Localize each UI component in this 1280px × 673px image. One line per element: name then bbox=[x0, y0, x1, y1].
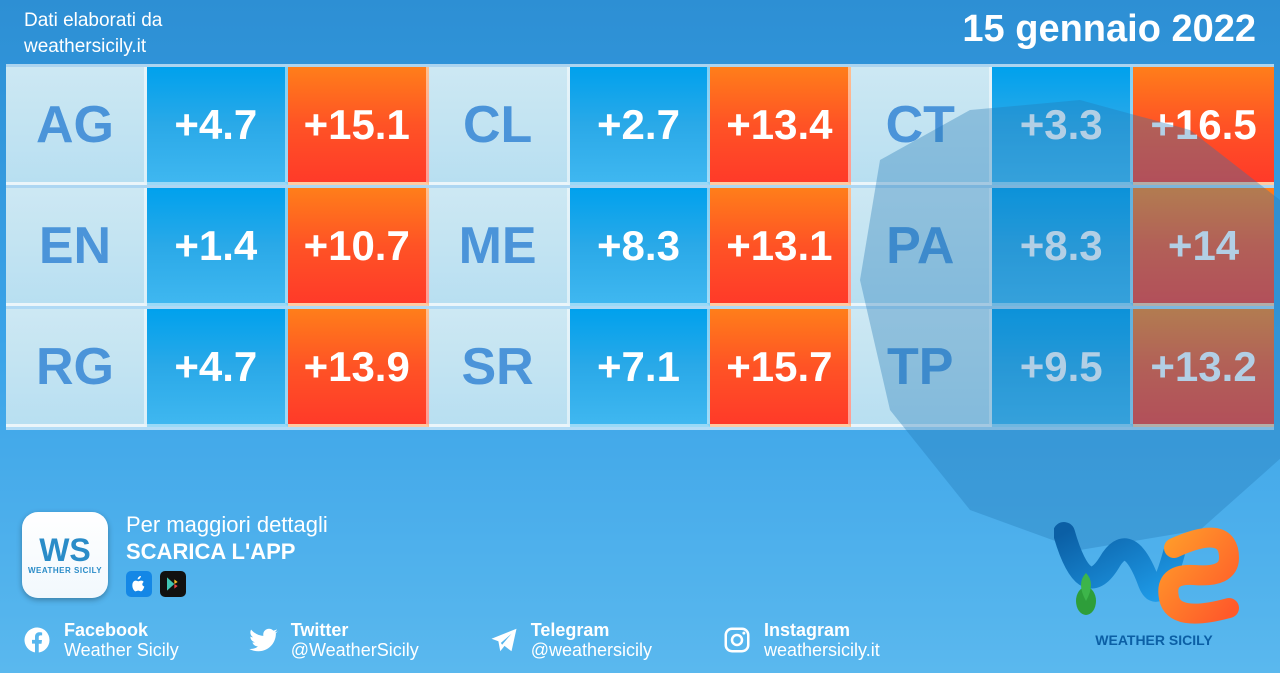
social-text: Twitter @WeatherSicily bbox=[291, 620, 419, 661]
temperature-table: AG +4.7 +15.1 CL +2.7 +13.4 CT +3.3 +16.… bbox=[0, 64, 1280, 430]
source-line-2: weathersicily.it bbox=[24, 34, 162, 60]
social-handle: @WeatherSicily bbox=[291, 640, 419, 661]
header: Dati elaborati da weathersicily.it 15 ge… bbox=[0, 0, 1280, 64]
min-temp: +8.3 bbox=[570, 188, 711, 306]
social-text: Facebook Weather Sicily bbox=[64, 620, 179, 661]
playstore-icon bbox=[160, 571, 186, 597]
social-handle: weathersicily.it bbox=[764, 640, 880, 661]
max-temp: +13.2 bbox=[1133, 309, 1274, 427]
max-temp: +13.9 bbox=[288, 309, 429, 427]
promo-text: Per maggiori dettagli SCARICA L'APP bbox=[126, 512, 328, 597]
province-code: RG bbox=[6, 309, 147, 427]
social-twitter[interactable]: Twitter @WeatherSicily bbox=[249, 620, 419, 661]
max-temp: +10.7 bbox=[288, 188, 429, 306]
min-temp: +3.3 bbox=[992, 67, 1133, 185]
app-promo: WS WEATHER SICILY Per maggiori dettagli … bbox=[22, 512, 1258, 598]
social-name: Telegram bbox=[531, 620, 652, 641]
max-temp: +13.4 bbox=[710, 67, 851, 185]
instagram-icon bbox=[722, 625, 752, 655]
max-temp: +16.5 bbox=[1133, 67, 1274, 185]
table-row: RG +4.7 +13.9 SR +7.1 +15.7 TP +9.5 +13.… bbox=[6, 306, 1274, 430]
promo-line-1: Per maggiori dettagli bbox=[126, 512, 328, 538]
province-code: CT bbox=[851, 67, 992, 185]
province-code: ME bbox=[429, 188, 570, 306]
table-row: AG +4.7 +15.1 CL +2.7 +13.4 CT +3.3 +16.… bbox=[6, 64, 1274, 185]
max-temp: +13.1 bbox=[710, 188, 851, 306]
social-facebook[interactable]: Facebook Weather Sicily bbox=[22, 620, 179, 661]
appstore-icon bbox=[126, 571, 152, 597]
social-telegram[interactable]: Telegram @weathersicily bbox=[489, 620, 652, 661]
table-row: EN +1.4 +10.7 ME +8.3 +13.1 PA +8.3 +14 bbox=[6, 185, 1274, 306]
min-temp: +4.7 bbox=[147, 67, 288, 185]
source-credit: Dati elaborati da weathersicily.it bbox=[24, 8, 162, 59]
min-temp: +9.5 bbox=[992, 309, 1133, 427]
min-temp: +7.1 bbox=[570, 309, 711, 427]
province-code: TP bbox=[851, 309, 992, 427]
province-code: PA bbox=[851, 188, 992, 306]
min-temp: +4.7 bbox=[147, 309, 288, 427]
date-label: 15 gennaio 2022 bbox=[962, 8, 1256, 51]
logo-sub-text: WEATHER SICILY bbox=[28, 566, 102, 575]
social-links: Facebook Weather Sicily Twitter @Weather… bbox=[22, 620, 1258, 661]
facebook-icon bbox=[22, 625, 52, 655]
promo-line-2: SCARICA L'APP bbox=[126, 539, 328, 565]
social-handle: @weathersicily bbox=[531, 640, 652, 661]
min-temp: +2.7 bbox=[570, 67, 711, 185]
province-code: SR bbox=[429, 309, 570, 427]
logo-ws-text: WS bbox=[39, 534, 91, 566]
min-temp: +8.3 bbox=[992, 188, 1133, 306]
province-code: AG bbox=[6, 67, 147, 185]
social-name: Instagram bbox=[764, 620, 880, 641]
store-badges bbox=[126, 571, 328, 597]
source-line-1: Dati elaborati da bbox=[24, 8, 162, 34]
social-name: Twitter bbox=[291, 620, 419, 641]
telegram-icon bbox=[489, 625, 519, 655]
social-name: Facebook bbox=[64, 620, 179, 641]
twitter-icon bbox=[249, 625, 279, 655]
max-temp: +15.1 bbox=[288, 67, 429, 185]
social-text: Instagram weathersicily.it bbox=[764, 620, 880, 661]
max-temp: +14 bbox=[1133, 188, 1274, 306]
social-handle: Weather Sicily bbox=[64, 640, 179, 661]
min-temp: +1.4 bbox=[147, 188, 288, 306]
app-logo: WS WEATHER SICILY bbox=[22, 512, 108, 598]
footer: WS WEATHER SICILY Per maggiori dettagli … bbox=[0, 502, 1280, 673]
province-code: EN bbox=[6, 188, 147, 306]
social-text: Telegram @weathersicily bbox=[531, 620, 652, 661]
max-temp: +15.7 bbox=[710, 309, 851, 427]
social-instagram[interactable]: Instagram weathersicily.it bbox=[722, 620, 880, 661]
province-code: CL bbox=[429, 67, 570, 185]
